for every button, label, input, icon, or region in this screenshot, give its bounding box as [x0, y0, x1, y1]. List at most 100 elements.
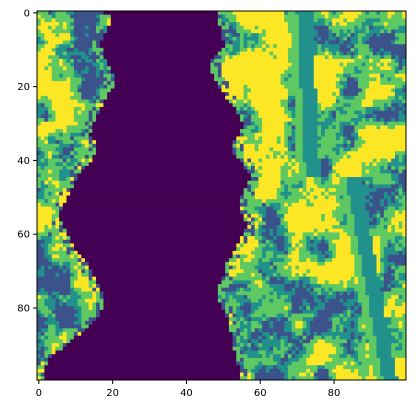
heatmap-cell-run — [59, 261, 64, 267]
heatmap-cell-run — [48, 180, 53, 185]
heatmap-cell-run — [262, 313, 267, 318]
heatmap-cell-run — [361, 376, 366, 381]
x-tick-label: 60 — [254, 388, 267, 399]
heatmap-cell-run — [73, 47, 78, 52]
heatmap-cell-run — [103, 11, 219, 16]
heatmap-cell-run — [380, 33, 396, 38]
heatmap-cell-run — [317, 368, 329, 374]
heatmap-cell-run — [269, 228, 274, 233]
heatmap-cell-run — [306, 361, 326, 366]
heatmap-cell-run — [66, 25, 75, 30]
heatmap-cell-run — [247, 47, 252, 52]
heatmap-cell-run — [44, 158, 49, 163]
heatmap-cell-run — [380, 106, 385, 112]
heatmap-cell-run — [387, 95, 396, 100]
heatmap-cell-run — [217, 73, 222, 78]
heatmap-cell-run — [243, 162, 248, 167]
heatmap-cell-run — [380, 81, 407, 86]
heatmap-cell-run — [350, 36, 359, 41]
heatmap-cell-run — [239, 158, 245, 163]
heatmap-cell-run — [343, 195, 352, 200]
heatmap-cell-run — [225, 272, 230, 278]
heatmap-cell-run — [298, 22, 326, 27]
heatmap-cell-run — [402, 225, 407, 230]
heatmap-cell-run — [81, 332, 233, 337]
heatmap-cell-run — [62, 265, 67, 270]
heatmap-cell-run — [313, 236, 318, 241]
heatmap-cell-run — [48, 55, 60, 60]
heatmap-cell-run — [251, 306, 259, 311]
heatmap-cell-run — [346, 136, 355, 141]
heatmap-cell-run — [55, 346, 64, 351]
heatmap-cell-run — [383, 213, 396, 219]
heatmap-cell-run — [394, 261, 407, 267]
heatmap-cell-run — [291, 361, 307, 366]
heatmap-cell-run — [265, 354, 270, 359]
heatmap-cell-run — [225, 309, 230, 314]
heatmap-cell-run — [383, 302, 388, 307]
heatmap-cell-run — [317, 129, 322, 134]
heatmap-cell-run — [243, 239, 248, 244]
heatmap-cell-run — [358, 361, 363, 366]
heatmap-cell-run — [59, 335, 67, 340]
heatmap-cell-run — [350, 210, 370, 215]
heatmap-cell-run — [284, 140, 289, 145]
heatmap-cell-run — [358, 84, 370, 89]
heatmap-cell-run — [276, 276, 281, 281]
heatmap-cell-run — [398, 184, 403, 189]
heatmap-cell-run — [239, 132, 245, 137]
heatmap-cell-run — [328, 280, 340, 285]
heatmap-cell-run — [302, 302, 311, 307]
heatmap-cell-run — [273, 324, 285, 329]
heatmap-cell-run — [262, 324, 270, 329]
heatmap-cell-run — [324, 22, 329, 27]
heatmap-cell-run — [96, 151, 233, 156]
heatmap-cell-run — [37, 298, 45, 303]
heatmap-cell-run — [59, 217, 245, 222]
heatmap-cell-run — [287, 368, 307, 374]
heatmap-cell-run — [239, 332, 248, 337]
heatmap-cell-run — [73, 140, 78, 145]
heatmap-cell-run — [398, 276, 407, 281]
heatmap-cell-run — [398, 169, 403, 174]
heatmap-cell-run — [276, 243, 285, 248]
heatmap-cell-run — [225, 40, 230, 45]
heatmap-cell-run — [284, 121, 289, 126]
heatmap-cell-run — [92, 147, 97, 152]
heatmap-cell-run — [66, 177, 71, 182]
heatmap-cell-run — [37, 243, 42, 248]
heatmap-cell-run — [302, 106, 318, 112]
heatmap-cell-run — [251, 332, 263, 337]
heatmap-cell-run — [96, 143, 233, 148]
heatmap-cell-run — [391, 55, 396, 60]
heatmap-cell-run — [81, 261, 90, 267]
heatmap-cell-run — [262, 302, 293, 307]
heatmap-cell-run — [376, 265, 381, 270]
heatmap-cell-run — [221, 81, 230, 86]
heatmap-cell-run — [354, 276, 359, 281]
heatmap-cell-run — [258, 221, 267, 226]
heatmap-cell-run — [70, 158, 78, 163]
heatmap-cell-run — [92, 44, 97, 49]
heatmap-cell-run — [251, 29, 263, 34]
heatmap-cell-run — [291, 328, 304, 333]
heatmap-cell-run — [48, 151, 53, 156]
heatmap-cell-run — [251, 129, 259, 134]
heatmap-cell-run — [243, 188, 248, 193]
heatmap-cell-run — [383, 298, 388, 303]
heatmap-cell-run — [243, 228, 256, 233]
heatmap-cell-run — [321, 136, 337, 141]
heatmap-cell-run — [291, 136, 296, 141]
heatmap-cell-run — [44, 247, 49, 252]
heatmap-cell-run — [284, 184, 289, 189]
heatmap-cell-run — [328, 55, 333, 60]
heatmap-cell-run — [99, 287, 219, 292]
heatmap-cell-run — [221, 36, 230, 41]
heatmap-cell-run — [92, 284, 97, 289]
heatmap-cell-run — [55, 129, 64, 134]
heatmap-cell-run — [317, 228, 326, 233]
heatmap-cell-run — [284, 276, 289, 281]
heatmap-cell-run — [62, 343, 67, 348]
heatmap-cell-run — [70, 44, 75, 49]
heatmap-cell-run — [313, 346, 337, 351]
